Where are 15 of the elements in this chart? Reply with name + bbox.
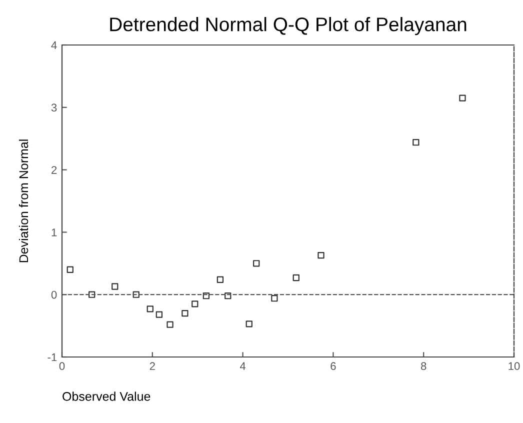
x-axis-title: Observed Value bbox=[62, 392, 150, 401]
x-tick-label: 4 bbox=[240, 362, 246, 370]
y-tick-label: 4 bbox=[51, 41, 57, 50]
y-tick-label: 2 bbox=[52, 166, 57, 174]
y-tick-label: 1 bbox=[52, 228, 57, 236]
y-tick-label: 0 bbox=[51, 290, 57, 299]
y-tick-label: 3 bbox=[51, 104, 57, 112]
x-tick-label: 2 bbox=[150, 362, 155, 370]
y-tick-label: -1 bbox=[48, 353, 57, 362]
y-axis-title: Deviation from Normal bbox=[18, 140, 28, 262]
x-tick-label: 6 bbox=[330, 362, 336, 370]
x-tick-label: 10 bbox=[508, 362, 520, 370]
x-tick-label: 0 bbox=[59, 362, 65, 370]
x-tick-label: 8 bbox=[420, 362, 426, 370]
chart-title: Detrended Normal Q-Q Plot of Pelayanan bbox=[110, 17, 466, 36]
